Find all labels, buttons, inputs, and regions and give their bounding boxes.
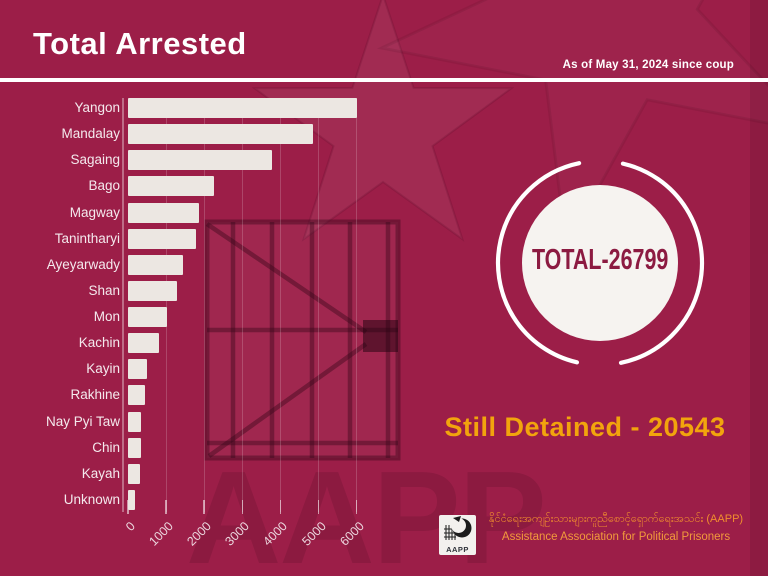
gridline <box>241 98 243 512</box>
as-of-date: As of May 31, 2024 since coup <box>562 59 734 71</box>
page-title: Total Arrested <box>33 26 247 61</box>
axis-tick-label: 3000 <box>222 519 253 549</box>
total-badge: TOTAL-26799 <box>522 185 678 341</box>
bar <box>128 280 177 301</box>
axis-tick <box>317 500 320 514</box>
axis-tick <box>355 500 358 514</box>
bar <box>128 437 142 458</box>
credit-english: Assistance Association for Political Pri… <box>501 531 731 543</box>
gridline <box>203 98 205 512</box>
background-shade <box>750 0 768 576</box>
axis-tick-label: 2000 <box>184 519 215 549</box>
credit-burmese: နိုင်ငံရေးအကျဉ်းသားများကူညီစောင့်ရှောက်ရ… <box>488 513 744 525</box>
aapp-logo-text: AAPP <box>446 545 469 554</box>
axis-tick <box>241 500 244 514</box>
bar <box>128 411 142 432</box>
bar-label: Rakhine <box>70 387 120 403</box>
bar <box>128 98 357 118</box>
bar-label: Bago <box>88 178 120 194</box>
bar-label: Mandalay <box>61 126 120 142</box>
dove-icon <box>444 516 472 540</box>
header-divider <box>0 78 768 82</box>
bar <box>128 385 145 406</box>
axis-tick <box>279 500 282 514</box>
y-axis-line <box>122 98 124 512</box>
total-arrested-value: TOTAL-26799 <box>531 243 669 276</box>
badge-ring-icon <box>495 158 705 368</box>
bar-label: Yangon <box>74 100 120 115</box>
still-detained-value: Still Detained - 20543 <box>444 412 726 442</box>
bar <box>128 176 215 197</box>
bar-label: Unknown <box>63 491 120 507</box>
axis-tick <box>203 500 205 514</box>
bar <box>128 124 314 145</box>
axis-tick-label: 4000 <box>260 519 291 549</box>
bar-label: Magway <box>69 204 120 220</box>
bar-label: Tanintharyi <box>54 230 120 246</box>
bar-label: Nay Pyi Taw <box>45 413 120 429</box>
bar <box>128 307 167 328</box>
gridline <box>279 98 281 512</box>
bar <box>128 228 196 249</box>
aapp-logo: AAPP <box>439 515 476 555</box>
bar-label: Kayah <box>81 465 120 481</box>
axis-tick-label: 0 <box>123 519 138 534</box>
bar-label: Kachin <box>78 335 120 351</box>
bar-label: Shan <box>88 282 120 298</box>
bar-label: Mon <box>93 309 120 325</box>
gridline <box>318 98 319 512</box>
aapp-watermark-text: AAPP <box>186 444 547 576</box>
gridline <box>356 98 358 512</box>
gridline <box>165 98 167 512</box>
axis-tick <box>165 500 167 514</box>
bar <box>128 254 184 275</box>
bar-label: Chin <box>92 439 120 455</box>
axis-tick-label: 1000 <box>146 519 176 549</box>
bar <box>128 359 147 380</box>
bar <box>128 489 136 510</box>
axis-tick-label: 5000 <box>298 519 329 549</box>
bar <box>128 202 199 223</box>
bar-label: Sagaing <box>70 152 120 168</box>
bar <box>128 150 272 171</box>
bar <box>128 463 140 484</box>
axis-tick-label: 6000 <box>336 519 367 549</box>
bar-label: Kayin <box>86 361 120 377</box>
bar-label: Ayeyarwady <box>46 256 120 272</box>
bar <box>128 333 160 354</box>
